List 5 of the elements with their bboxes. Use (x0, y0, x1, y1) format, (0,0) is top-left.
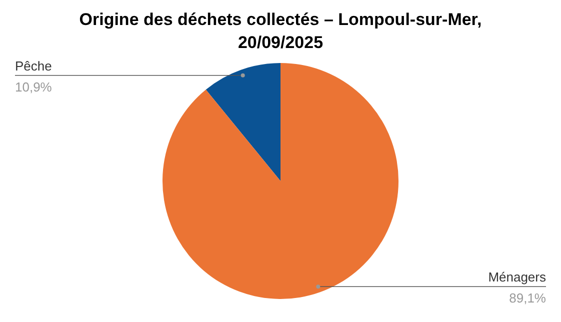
chart-title: Origine des déchets collectés – Lompoul-sur-Mer, 20/09/2025 (78, 9, 483, 54)
data-label: 89,1% (509, 290, 546, 306)
data-label: 10,9% (15, 79, 52, 94)
slice-label: Pêche (15, 58, 52, 74)
slice-label: Ménagers (488, 270, 546, 285)
